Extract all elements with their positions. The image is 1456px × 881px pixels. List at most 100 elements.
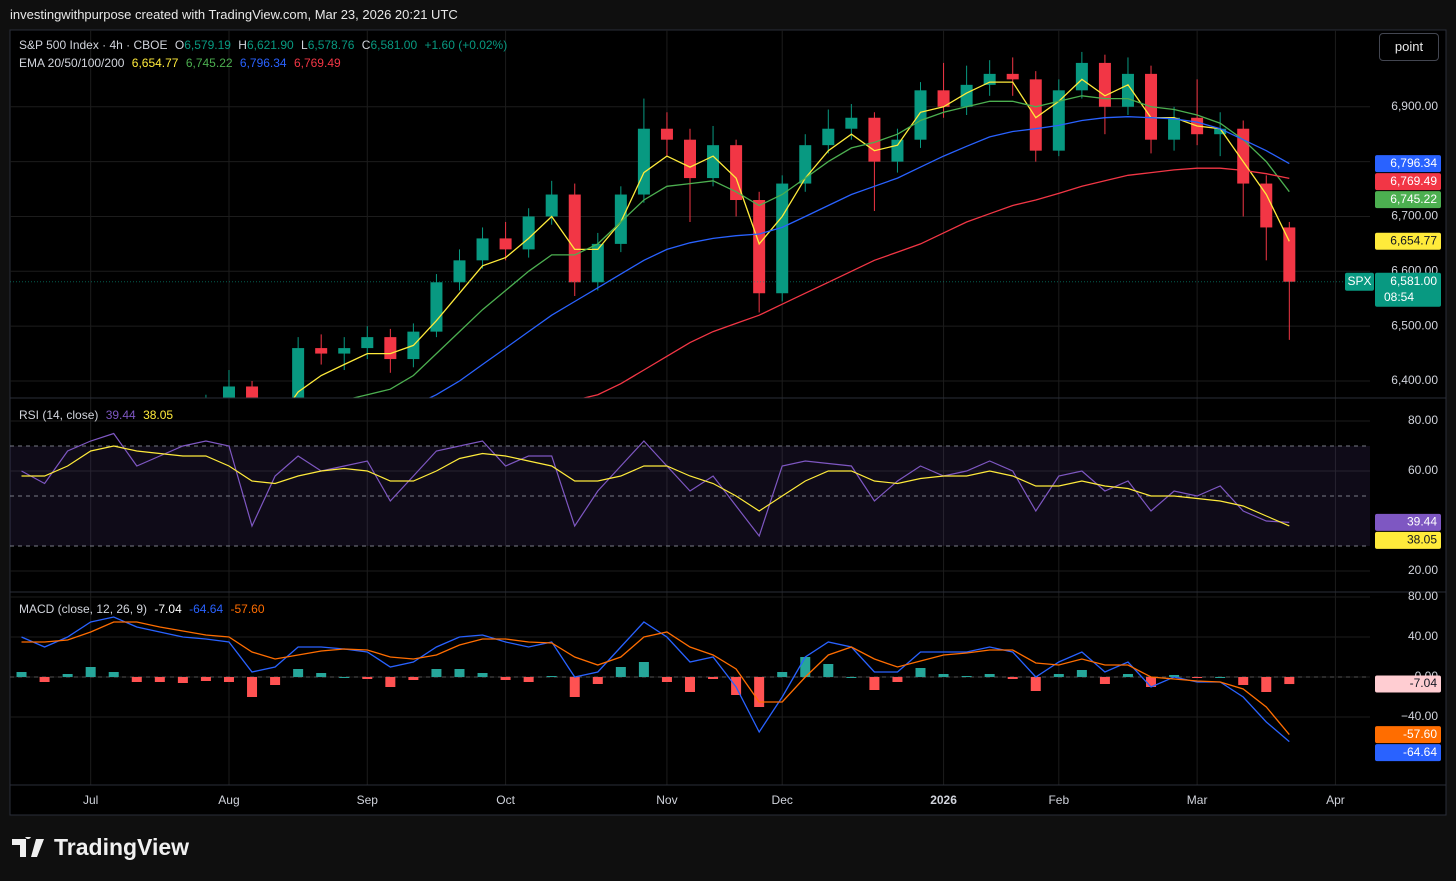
ema-line	[293, 78, 1290, 398]
candle-body	[591, 243, 604, 283]
logo: TradingView	[12, 834, 189, 861]
ema-line	[350, 95, 1290, 398]
candle-body	[707, 145, 720, 179]
header: investingwithpurpose created with Tradin…	[10, 7, 458, 22]
value-badge	[1375, 726, 1441, 744]
logo-text: TradingView	[54, 834, 190, 860]
candle-body	[1052, 90, 1065, 151]
mode-button[interactable]: point	[1379, 33, 1439, 61]
candle-body	[960, 84, 973, 107]
candle-body	[1260, 183, 1273, 228]
ohlc-value: 6,578.76	[307, 38, 355, 52]
candle-body	[868, 117, 881, 162]
candle-body	[660, 128, 673, 140]
candle-body	[361, 337, 374, 349]
histogram-bar	[1215, 677, 1226, 678]
ema-line	[581, 167, 1290, 398]
y-tick-label: 6,700.00	[1391, 209, 1438, 223]
candle-body	[845, 117, 858, 129]
x-tick-label: Dec	[772, 793, 793, 807]
candle-body	[522, 216, 535, 250]
histogram-bar	[800, 657, 811, 677]
histogram-bar	[293, 669, 304, 677]
macd-value: -64.64	[189, 602, 224, 616]
value-badge	[1375, 173, 1441, 191]
ohlc-value: 6,621.90	[246, 38, 294, 52]
candle-body	[822, 128, 835, 146]
histogram-bar	[615, 667, 626, 677]
histogram-bar	[892, 677, 903, 682]
histogram-bar	[108, 672, 119, 677]
ohlc-key: O	[174, 38, 185, 52]
candle-body	[1075, 62, 1088, 91]
rsi-ma-value: 38.05	[143, 408, 174, 422]
x-tick-label: 2026	[930, 793, 957, 807]
histogram-bar	[1238, 677, 1249, 685]
value-badge-label: 39.44	[1407, 515, 1437, 529]
histogram-bar	[177, 677, 188, 683]
ema-value: 6,796.34	[239, 56, 287, 70]
histogram-bar	[1030, 677, 1041, 691]
y-tick-label: 40.00	[1408, 629, 1438, 643]
histogram-bar	[523, 677, 534, 682]
candle-body	[292, 348, 305, 398]
histogram-bar	[85, 667, 96, 677]
indicator-line	[21, 445, 1290, 527]
candle-body	[384, 337, 397, 360]
histogram-bar	[1146, 677, 1157, 687]
x-tick-label: Aug	[218, 793, 239, 807]
histogram-bar	[961, 676, 972, 677]
histogram-bar	[754, 677, 765, 707]
candle-body	[684, 139, 696, 179]
candle-body	[637, 128, 650, 195]
histogram-bar	[385, 677, 396, 687]
value-badge	[1375, 513, 1441, 531]
histogram-bar	[1122, 674, 1133, 677]
indicator-line	[21, 432, 1290, 538]
value-badge	[1375, 531, 1441, 549]
ema-legend: EMA 20/50/100/200 6,654.77 6,745.22 6,79…	[19, 56, 345, 70]
logo-icon	[12, 836, 44, 857]
y-tick-label: 6,500.00	[1391, 318, 1438, 332]
candle-body	[1006, 73, 1019, 80]
y-tick-label: 80.00	[1408, 589, 1438, 603]
histogram-bar	[846, 677, 857, 678]
rsi-pane	[10, 432, 1370, 547]
value-badge-label: 6,654.77	[1390, 233, 1437, 247]
y-tick-label: 80.00	[1408, 413, 1438, 427]
value-badge	[1375, 155, 1441, 173]
candle-body	[499, 238, 512, 250]
value-badge-label: -7.04	[1410, 676, 1438, 690]
candle-body	[914, 90, 927, 140]
ema-title: EMA 20/50/100/200	[19, 56, 125, 70]
candle-body	[476, 238, 489, 261]
symbol-badge	[1345, 272, 1374, 291]
value-badge-label: 6,796.34	[1390, 156, 1437, 170]
chart-frame	[9, 29, 1447, 816]
histogram-bar	[316, 673, 327, 677]
histogram-bar	[339, 677, 350, 678]
macd-line	[21, 616, 1290, 743]
value-badge-label: 6,769.49	[1390, 174, 1437, 188]
ohlc-value: 6,579.19	[184, 38, 231, 52]
candle-body	[983, 73, 996, 85]
ohlc-key: C	[361, 38, 371, 52]
histogram-bar	[223, 677, 234, 682]
x-tick-label: Jul	[83, 793, 98, 807]
histogram-bar	[39, 677, 50, 682]
histogram-bar	[569, 677, 580, 697]
ema-line	[427, 116, 1290, 398]
histogram-bar	[247, 677, 258, 697]
histogram-bar	[592, 677, 603, 684]
histogram-bar	[1284, 677, 1295, 685]
candle-body	[246, 386, 259, 398]
x-tick-label: Oct	[496, 793, 515, 807]
candle-body	[1214, 128, 1227, 135]
histogram-bar	[1007, 677, 1018, 679]
price-pane	[205, 51, 1296, 398]
candle-body	[315, 348, 328, 354]
candle-body	[338, 348, 351, 354]
x-tick-label: Sep	[357, 793, 379, 807]
